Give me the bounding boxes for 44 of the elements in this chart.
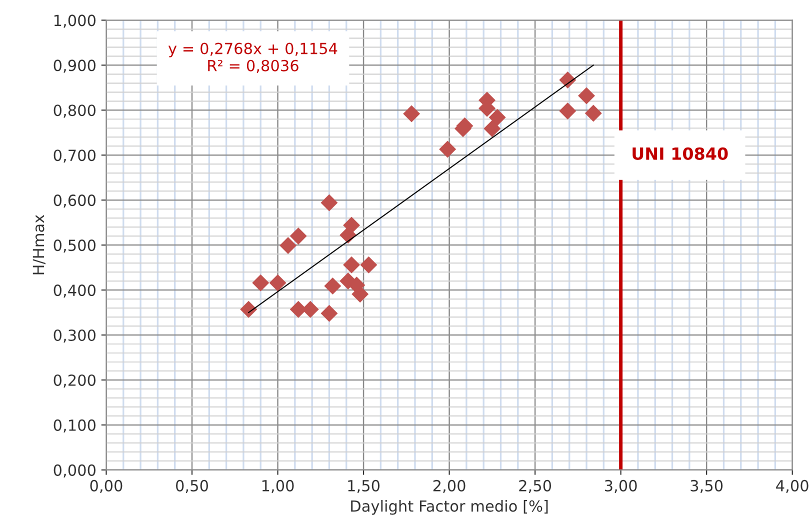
point [269,274,286,292]
x-tick-label: 1,00 [262,480,294,494]
point [290,228,307,245]
point [439,140,456,158]
y-tick-label: 0,400 [54,284,96,298]
y-tick-label: 0,700 [54,150,96,163]
x-axis-title: Daylight Factor medio [%] [351,500,548,515]
point [252,274,270,292]
x-tick-label: 2,00 [433,480,466,494]
y-tick-label: 1,000 [54,14,96,28]
point [578,87,596,104]
point [352,286,369,303]
y-tick-label: 0,200 [54,374,96,388]
x-tick-label: 0,00 [90,480,122,494]
point [320,304,338,322]
point [360,256,378,274]
point [488,108,506,126]
x-tick-label: 0,50 [176,480,208,494]
ref-line-label: UNI 10840 [632,147,728,160]
x-tick-label: 2,50 [519,480,552,494]
point [343,216,360,234]
x-tick-label: 1,50 [348,480,380,494]
point [343,256,360,274]
point [280,237,297,254]
x-tick-label: 4,00 [776,480,808,494]
x-tick-label: 3,50 [690,480,723,494]
y-tick-label: 0,500 [54,240,96,253]
y-tick-label: 0,000 [54,464,96,478]
point [403,105,420,122]
y-axis-title: H/Hmax [32,214,46,274]
point [584,104,602,122]
y-tick-label: 0,100 [54,419,96,433]
annotation: y = 0,2768x + 0,1154 R² = 0,8036 [168,42,338,73]
y-tick-label: 0,600 [54,194,96,208]
point [559,102,576,120]
x-tick-label: 3,00 [604,480,637,494]
point [240,300,258,318]
y-tick-label: 0,300 [54,329,96,343]
point [320,194,338,212]
point [484,120,501,138]
y-tick-label: 0,900 [54,60,96,73]
y-tick-label: 0,800 [54,104,96,118]
point [559,71,576,88]
point [324,277,342,294]
